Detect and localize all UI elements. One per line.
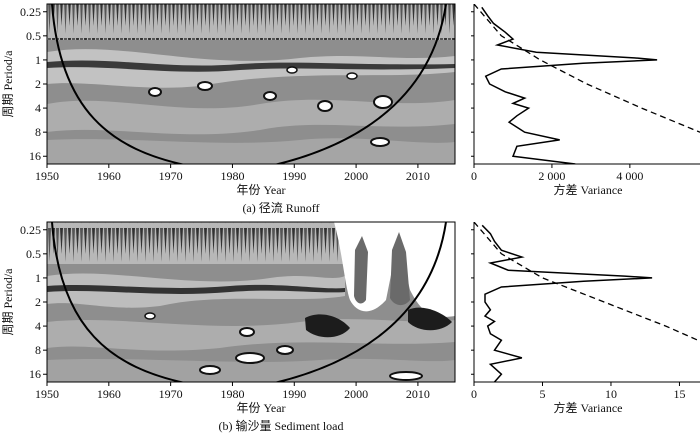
global-spectrum-sediment: 0 5 10 15 方差 Variance — [471, 222, 700, 415]
x-tick-label: 1960 — [97, 169, 121, 183]
cone-of-influence-sediment — [51, 222, 447, 382]
y-tick-label: 0.25 — [20, 5, 41, 19]
y-tick-label: 1 — [35, 53, 41, 67]
y-tick-label: 4 — [35, 319, 41, 333]
x-tick-label: 1980 — [220, 169, 244, 183]
spectrum-x-axis-label: 方差 Variance — [554, 182, 623, 197]
y-tick-label: 2 — [35, 77, 41, 91]
spectrum-x-tick-label: 10 — [605, 387, 617, 401]
y-tick-label: 16 — [29, 367, 41, 381]
spectrum-x-tick-label: 15 — [673, 387, 685, 401]
significance-line-sediment — [474, 222, 700, 342]
x-tick-label: 1990 — [282, 387, 306, 401]
x-tick-label: 1970 — [159, 387, 183, 401]
y-tick-label: 2 — [35, 295, 41, 309]
variance-line-sediment — [481, 224, 653, 382]
variance-line-runoff — [481, 6, 658, 164]
significance-line-runoff — [474, 4, 700, 133]
x-tick-label: 1980 — [220, 387, 244, 401]
panel-caption: (a) 径流 Runoff — [242, 201, 319, 215]
spectrum-x-tick-label: 4 000 — [616, 169, 643, 183]
spectrum-x-tick-label: 0 — [471, 169, 477, 183]
y-tick-label: 0.5 — [26, 247, 41, 261]
x-tick-label: 2000 — [344, 169, 368, 183]
wavelet-power-map-sediment — [47, 222, 455, 382]
x-axis-label: 年份 Year — [236, 183, 285, 197]
y-tick-label: 0.25 — [20, 223, 41, 237]
spectrum-x-tick-label: 5 — [539, 387, 545, 401]
x-tick-label: 1990 — [282, 169, 306, 183]
x-tick-label: 1950 — [35, 387, 59, 401]
x-tick-label: 2010 — [406, 387, 430, 401]
y-axis-label: 周期 Period/a — [1, 268, 15, 336]
panel-caption: (b) 输沙量 Sediment load — [219, 418, 344, 433]
x-tick-label: 1970 — [159, 169, 183, 183]
x-tick-label: 1960 — [97, 387, 121, 401]
cone-of-influence-runoff — [51, 4, 447, 164]
x-tick-label: 2010 — [406, 169, 430, 183]
spectrum-x-axis-label: 方差 Variance — [554, 400, 623, 415]
wavelet-power-map-runoff — [47, 4, 455, 164]
y-axis-label: 周期 Period/a — [1, 50, 15, 118]
x-tick-label: 1950 — [35, 169, 59, 183]
x-axis-label: 年份 Year — [236, 401, 285, 415]
spectrum-x-tick-label: 0 — [471, 387, 477, 401]
y-tick-label: 8 — [35, 125, 41, 139]
spectrum-x-tick-label: 2 000 — [538, 169, 565, 183]
y-tick-label: 4 — [35, 101, 41, 115]
panel-runoff: 1950 1960 1970 1980 1990 2000 2010 0.25 0.5 1 2 4 8 1… — [1, 3, 700, 215]
y-tick-label: 0.5 — [26, 29, 41, 43]
y-tick-label: 16 — [29, 149, 41, 163]
y-tick-label: 1 — [35, 271, 41, 285]
panel-sediment: 1950 1960 1970 1980 1990 2000 2010 0.25 0.5 1 2 4 8 1… — [1, 221, 700, 433]
x-tick-label: 2000 — [344, 387, 368, 401]
y-tick-label: 8 — [35, 343, 41, 357]
